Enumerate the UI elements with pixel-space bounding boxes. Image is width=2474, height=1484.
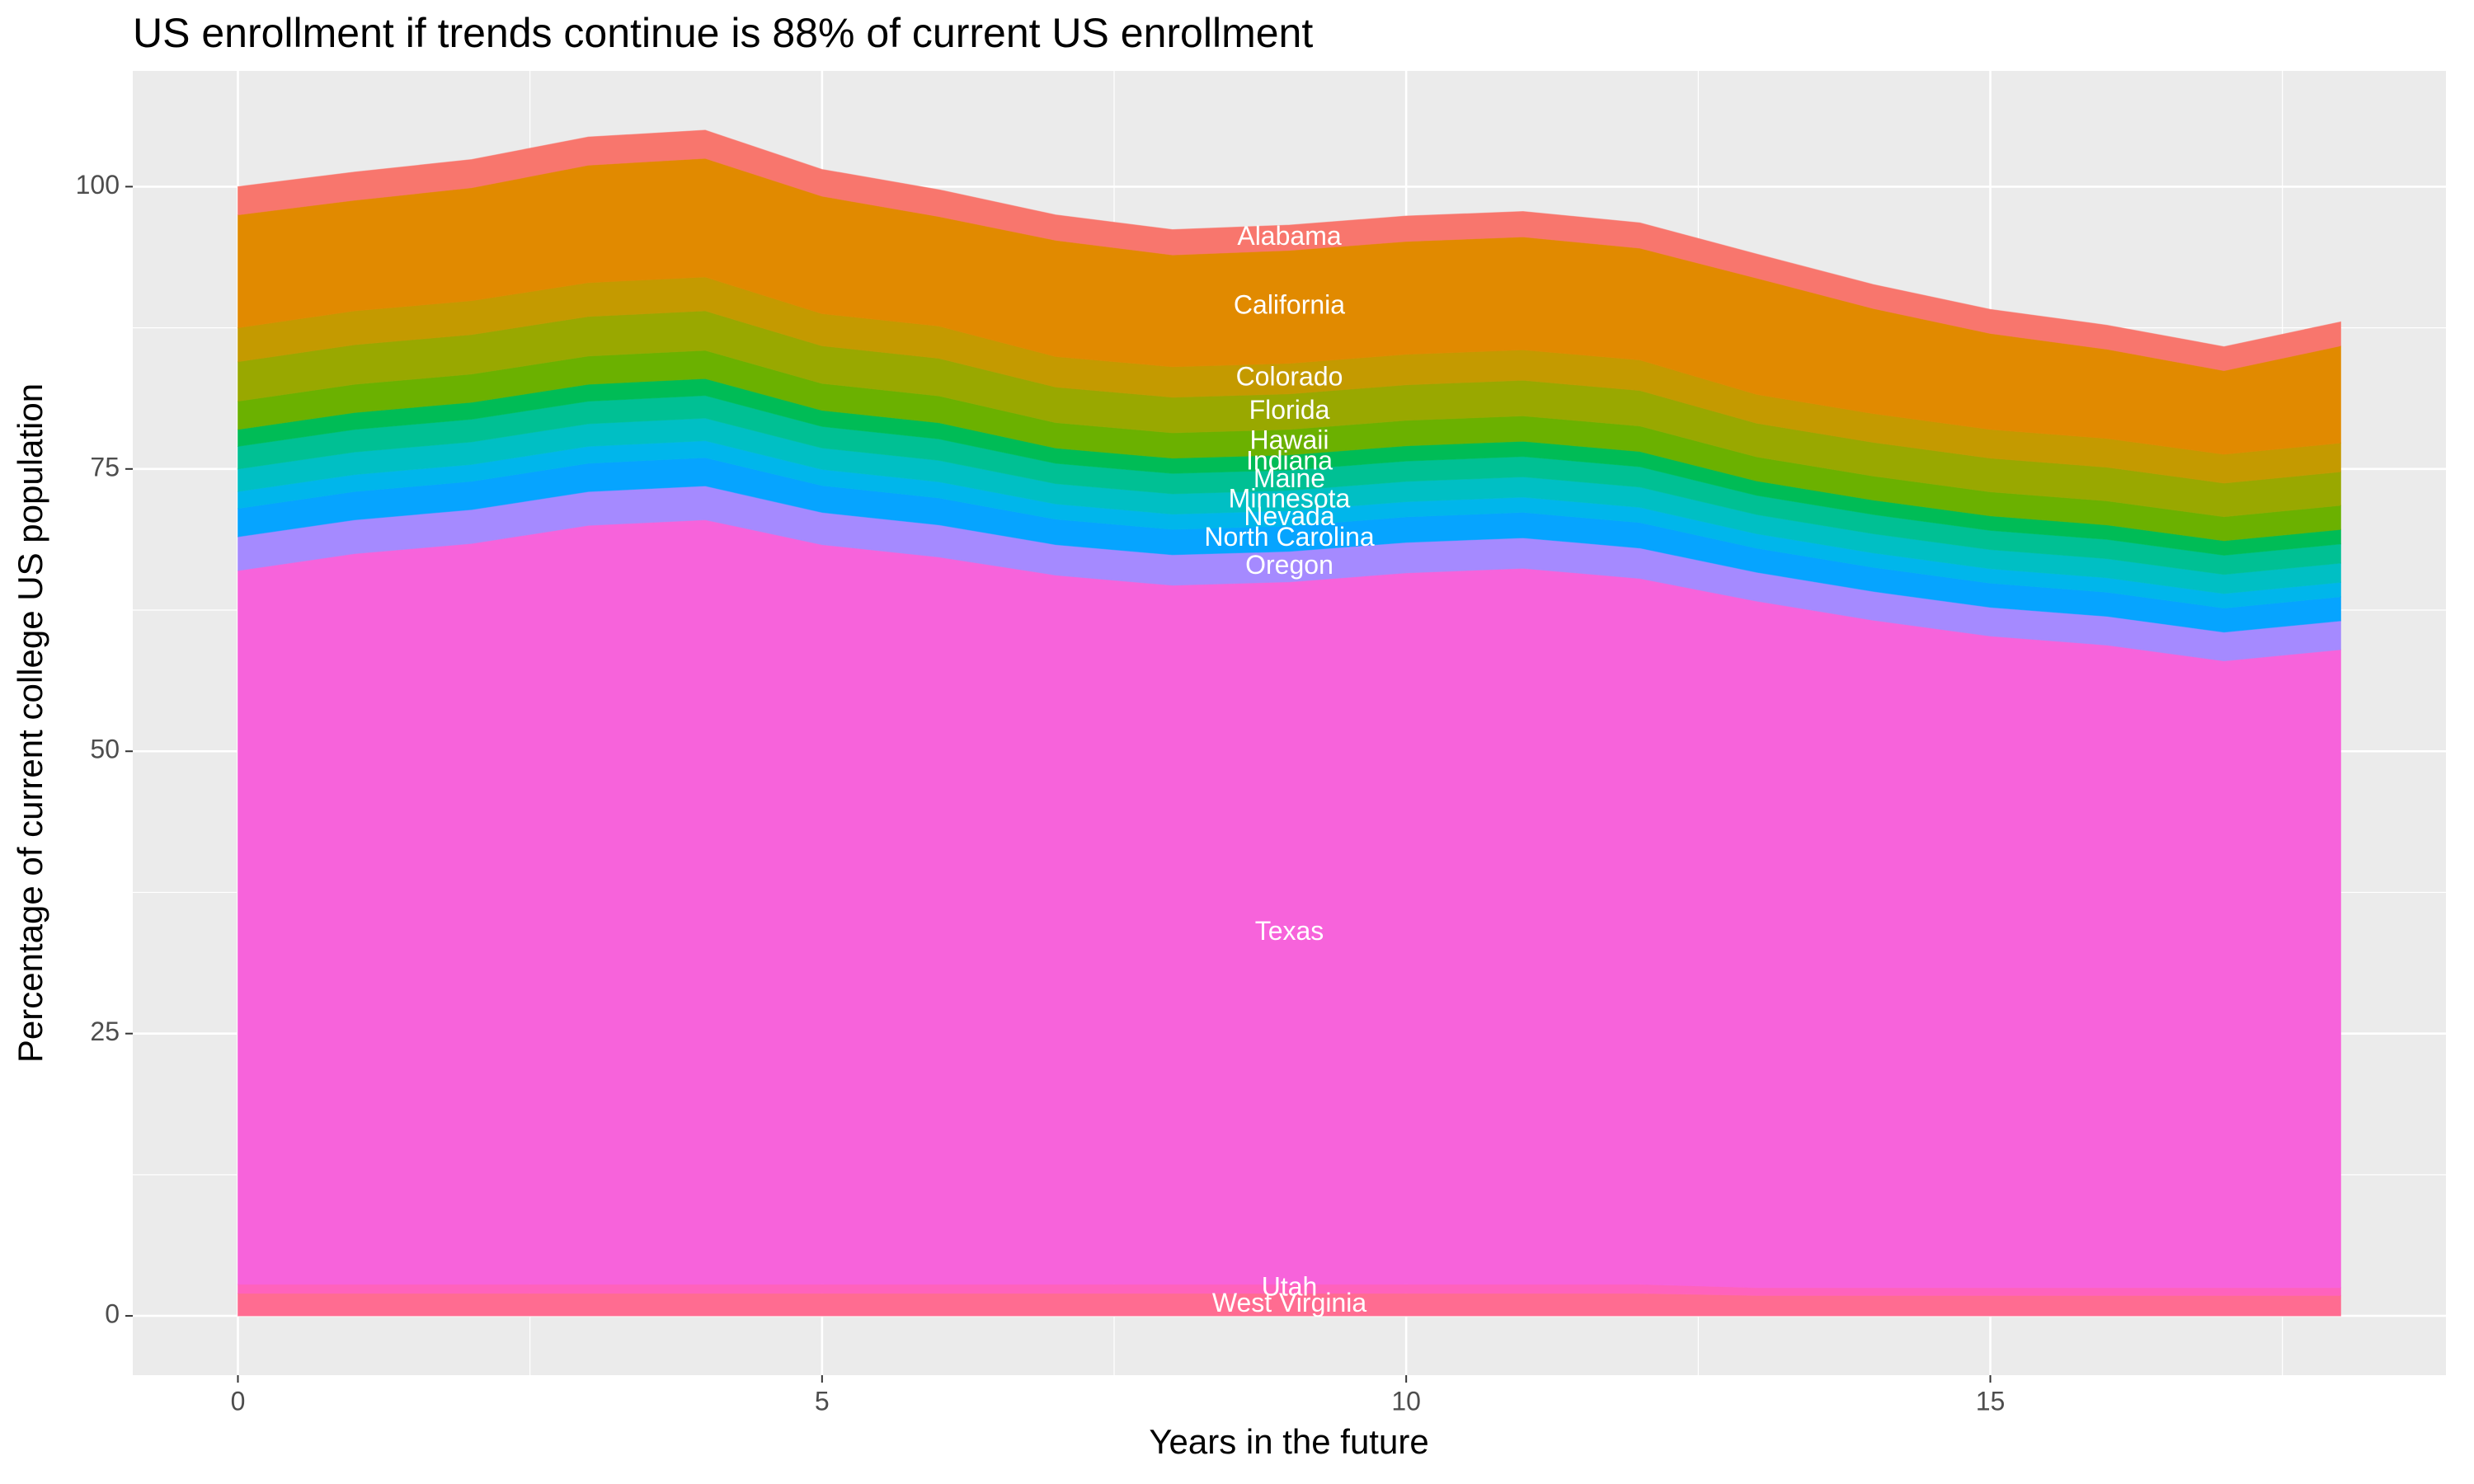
y-axis-title: Percentage of current college US populat… — [11, 383, 49, 1063]
area-label: Nevada — [1244, 501, 1335, 531]
area-label: Colorado — [1236, 362, 1343, 392]
area-label: Oregon — [1245, 550, 1333, 580]
area-label: North Carolina — [1204, 522, 1375, 552]
x-tick-label: 15 — [1976, 1386, 2006, 1416]
area-label: Indiana — [1246, 445, 1333, 475]
x-axis-title: Years in the future — [1149, 1422, 1428, 1461]
y-tick-label: 50 — [90, 735, 120, 764]
y-tick-label: 0 — [105, 1299, 120, 1329]
area-label: Utah — [1262, 1272, 1318, 1302]
area-label: West Virginia — [1212, 1288, 1367, 1317]
y-tick-label: 25 — [90, 1017, 120, 1046]
area-label: Minnesota — [1229, 484, 1351, 514]
y-tick-label: 100 — [76, 170, 120, 200]
area-label: Alabama — [1237, 221, 1342, 251]
area-label: Hawaii — [1249, 425, 1329, 455]
area-label: Texas — [1255, 916, 1324, 946]
x-tick-label: 5 — [815, 1386, 830, 1416]
area — [238, 129, 2341, 372]
areas — [238, 129, 2341, 1317]
x-tick-label: 10 — [1391, 1386, 1421, 1416]
area-label: Florida — [1249, 395, 1330, 425]
axes: 0 5 10 15 0 25 50 75 100 — [76, 170, 2006, 1416]
y-tick-label: 75 — [90, 452, 120, 481]
area-label: Maine — [1253, 463, 1325, 493]
chart-title: US enrollment if trends continue is 88% … — [133, 10, 1313, 56]
area-label: California — [1234, 290, 1345, 320]
x-tick-label: 0 — [231, 1386, 246, 1416]
